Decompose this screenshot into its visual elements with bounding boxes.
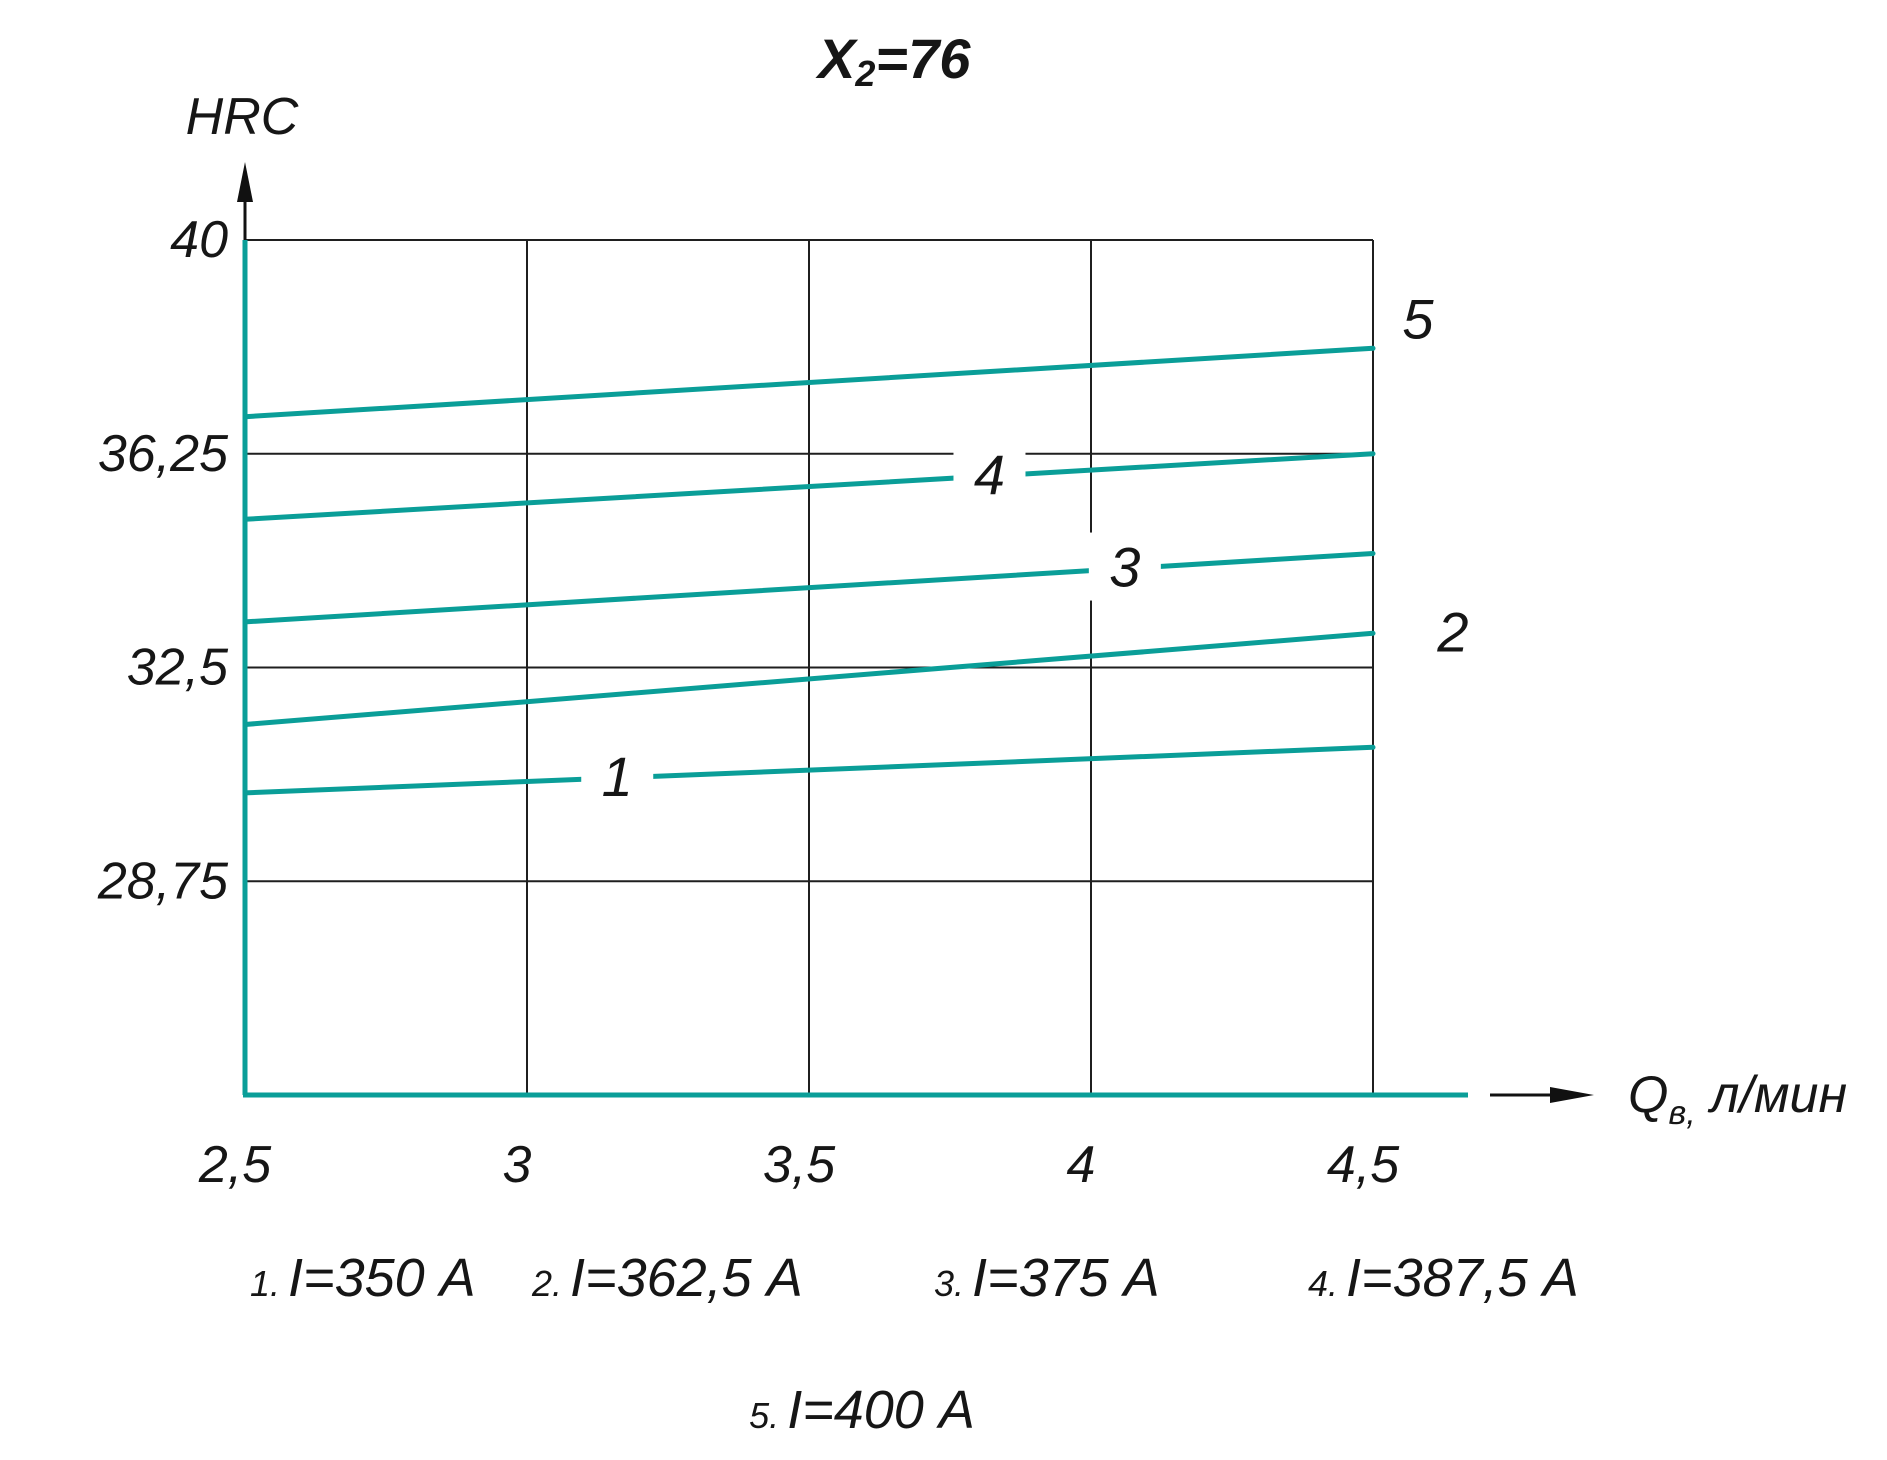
series-label-gap-mask [953, 440, 1026, 509]
legend-item-number: 1. [250, 1263, 280, 1304]
chart-title: X2=76 [815, 27, 971, 94]
legend-item: 5. I=400 А [749, 1380, 975, 1440]
series-number-label: 2 [1436, 600, 1468, 663]
legend-item: 3. I=375 А [934, 1248, 1160, 1308]
x-axis-title-subscript: в, [1668, 1094, 1695, 1132]
legend-item-text: I=387,5 А [1346, 1248, 1579, 1308]
legend: 1. I=350 А 2. I=362,5 А 3. I=375 А 4. I=387,5 А… [250, 1248, 1579, 1440]
x-axis-arrow-icon [1550, 1087, 1594, 1103]
x-axis-title-main: Q [1628, 1066, 1668, 1124]
series-number-label: 5 [1402, 287, 1434, 350]
series-lines [242, 345, 1376, 796]
title-subscript: 2 [854, 53, 875, 94]
y-axis-title: HRC [186, 88, 299, 146]
title-rest: =76 [875, 27, 971, 90]
title-main: X [815, 27, 859, 90]
x-tick-label: 3,5 [763, 1136, 836, 1194]
series-number-label: 4 [974, 443, 1005, 506]
legend-item-number: 3. [934, 1263, 964, 1304]
y-tick-label: 36,25 [98, 425, 229, 483]
series-label-gap-mask [581, 741, 654, 810]
x-tick-label: 2,5 [198, 1136, 272, 1194]
y-tick-label: 40 [170, 211, 228, 269]
series-number-labels: 1 2 3 4 5 [581, 287, 1469, 810]
y-tick-label: 32,5 [127, 639, 229, 697]
x-tick-label: 4,5 [1327, 1136, 1400, 1194]
legend-item: 1. I=350 А [250, 1248, 476, 1308]
y-tick-label: 28,75 [97, 852, 229, 910]
x-axis-title-rest: л/мин [1696, 1066, 1847, 1124]
series-label-gap-mask [1088, 532, 1161, 601]
axes [237, 162, 1594, 1103]
series-line-4 [242, 451, 1376, 522]
x-tick-label: 4 [1067, 1136, 1096, 1194]
legend-item-number: 5. [749, 1395, 779, 1436]
legend-item-text: I=400 А [787, 1380, 975, 1440]
series-line-3 [242, 551, 1376, 625]
tick-labels: 2,5 3 3,5 4 4,5 40 36,25 32,5 28,75 [97, 211, 1400, 1194]
legend-item-text: I=350 А [288, 1248, 476, 1308]
series-line-1 [242, 744, 1376, 796]
series-line-2 [242, 630, 1376, 727]
legend-item-text: I=375 А [972, 1248, 1160, 1308]
legend-item-number: 4. [1308, 1263, 1338, 1304]
y-axis-arrow-icon [237, 162, 253, 202]
series-number-label: 1 [602, 745, 633, 808]
gridlines [244, 239, 1374, 1095]
x-axis-title: Qв, л/мин [1628, 1066, 1847, 1132]
series-line-5 [242, 345, 1376, 420]
legend-item-text: I=362,5 А [570, 1248, 803, 1308]
series-number-label: 3 [1109, 536, 1140, 599]
x-tick-label: 3 [503, 1136, 532, 1194]
legend-item-number: 2. [531, 1263, 562, 1304]
legend-item: 2. I=362,5 А [531, 1248, 803, 1308]
legend-item: 4. I=387,5 А [1308, 1248, 1579, 1308]
